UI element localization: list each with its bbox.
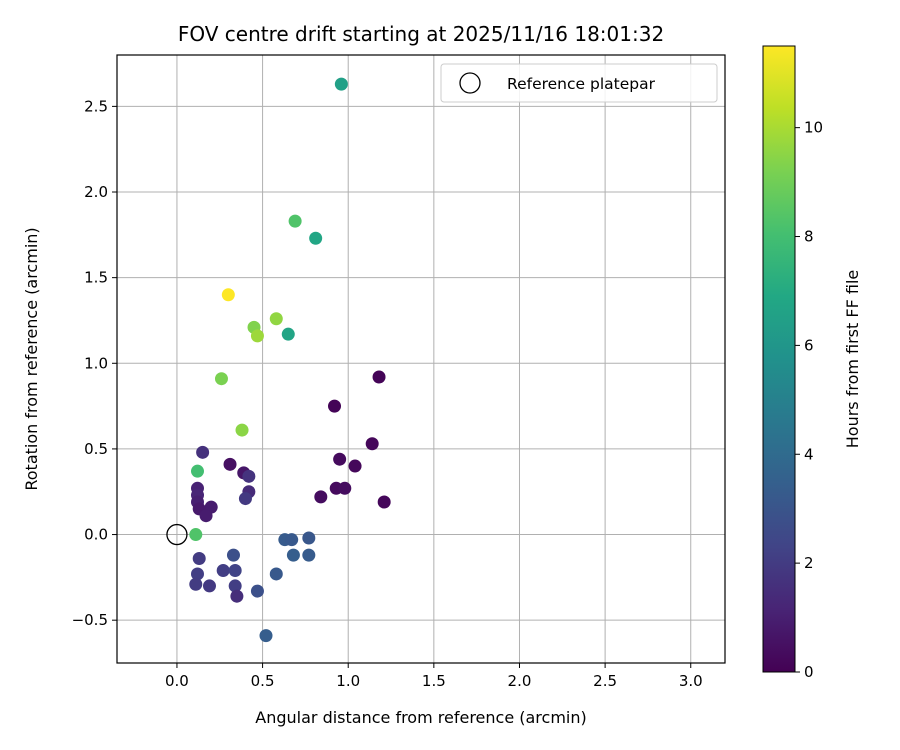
legend-reference-label: Reference platepar <box>507 75 656 93</box>
x-tick-label: 2.5 <box>593 672 617 690</box>
ticks-layer: 0.0 0.5 1.0 1.5 2.0 2.5 3.0 −0.5 0.0 0.5 1.0 1.5 2.0… <box>72 97 703 690</box>
scatter-point <box>250 329 264 343</box>
scatter-point <box>314 490 328 504</box>
legend: Reference platepar <box>440 63 718 103</box>
x-tick-label: 0.0 <box>165 672 189 690</box>
legend-reference-marker <box>459 72 481 94</box>
colorbar-gradient <box>763 46 795 672</box>
scatter-point <box>338 481 352 495</box>
scatter-point <box>288 214 302 228</box>
scatter-point <box>328 399 342 413</box>
chart-title: FOV centre drift starting at 2025/11/16 … <box>178 22 664 46</box>
scatter-point <box>216 564 230 578</box>
colorbar-tick-label: 10 <box>804 119 823 137</box>
grid-layer <box>117 55 725 663</box>
y-tick-label: −0.5 <box>72 611 108 629</box>
colorbar: 0 2 4 6 8 10 Hours from first FF file <box>762 45 862 681</box>
colorbar-tick-label: 4 <box>804 445 814 463</box>
scatter-point <box>309 231 323 245</box>
scatter-point <box>226 548 240 562</box>
colorbar-tick-label: 6 <box>804 336 814 354</box>
colorbar-label: Hours from first FF file <box>843 270 862 449</box>
y-tick-label: 2.0 <box>84 183 108 201</box>
scatter-point <box>214 372 228 386</box>
legend-box <box>440 63 718 103</box>
scatter-point <box>199 509 213 523</box>
scatter-point <box>228 579 242 593</box>
reference-point-marker <box>166 523 188 546</box>
scatter-point <box>334 77 348 91</box>
scatter-point <box>230 589 244 603</box>
colorbar-tick-label: 8 <box>804 228 814 246</box>
scatter-point <box>365 437 379 451</box>
scatter-point <box>196 445 210 459</box>
scatter-point <box>221 288 235 302</box>
y-tick-label: 0.0 <box>84 526 108 544</box>
scatter-point <box>223 457 237 471</box>
scatter-point <box>192 552 206 566</box>
x-axis-label: Angular distance from reference (arcmin) <box>255 708 586 727</box>
scatter-point <box>235 423 249 437</box>
scatter-point <box>250 584 264 598</box>
scatter-point <box>238 492 252 506</box>
x-tick-label: 3.0 <box>679 672 703 690</box>
y-tick-label: 1.5 <box>84 269 108 287</box>
scatter-point <box>242 469 256 483</box>
scatter-point <box>348 459 362 473</box>
y-tick-label: 0.5 <box>84 440 108 458</box>
scatter-point <box>202 579 216 593</box>
colorbar-frame <box>762 45 796 673</box>
y-tick-label: 2.5 <box>84 97 108 115</box>
scatter-point <box>189 577 203 591</box>
scatter-point <box>372 370 386 384</box>
scatter-point <box>302 531 316 545</box>
y-axis-label: Rotation from reference (arcmin) <box>22 227 41 490</box>
scatter-point <box>259 629 273 643</box>
scatter-point <box>281 327 295 341</box>
scatter-point <box>189 528 203 542</box>
scatter-point <box>302 548 316 562</box>
points-layer <box>166 77 391 643</box>
scatter-point <box>285 533 299 547</box>
plot-frame <box>116 54 726 664</box>
colorbar-tick-label: 0 <box>804 663 814 681</box>
x-tick-label: 0.5 <box>251 672 275 690</box>
x-tick-label: 2.0 <box>508 672 532 690</box>
colorbar-ticks: 0 2 4 6 8 10 <box>795 119 823 681</box>
scatter-point <box>377 495 391 509</box>
scatter-point <box>228 564 242 578</box>
y-tick-label: 1.0 <box>84 354 108 372</box>
x-tick-label: 1.0 <box>336 672 360 690</box>
scatter-point <box>190 567 204 581</box>
scatter-point <box>190 464 204 478</box>
colorbar-tick-label: 2 <box>804 554 814 572</box>
scatter-point <box>286 548 300 562</box>
x-tick-label: 1.5 <box>422 672 446 690</box>
scatter-point <box>333 452 347 466</box>
scatter-point <box>269 312 283 326</box>
scatter-point <box>269 567 283 581</box>
